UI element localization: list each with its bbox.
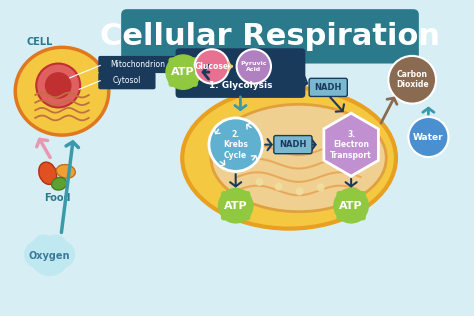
Text: 2.
Krebs
Cycle: 2. Krebs Cycle (223, 130, 248, 160)
Circle shape (36, 64, 80, 107)
Text: NADH: NADH (315, 83, 342, 92)
Text: Carbon
Dioxide: Carbon Dioxide (396, 70, 428, 89)
Ellipse shape (234, 204, 250, 220)
Ellipse shape (211, 104, 386, 212)
Text: Mitochondrion: Mitochondrion (110, 60, 165, 69)
Text: Oxygen: Oxygen (29, 251, 70, 261)
FancyBboxPatch shape (274, 136, 312, 154)
Circle shape (317, 184, 324, 191)
Circle shape (296, 188, 303, 195)
FancyBboxPatch shape (121, 9, 419, 64)
Text: CELL: CELL (27, 37, 53, 47)
Circle shape (45, 72, 72, 99)
Ellipse shape (349, 204, 365, 220)
Ellipse shape (349, 191, 365, 208)
Circle shape (340, 195, 362, 217)
Circle shape (25, 241, 52, 268)
Circle shape (388, 56, 436, 104)
Ellipse shape (169, 70, 185, 86)
Circle shape (409, 117, 448, 157)
Text: ATP: ATP (339, 201, 363, 211)
Ellipse shape (337, 191, 353, 208)
Circle shape (209, 118, 263, 171)
Ellipse shape (39, 162, 57, 185)
Circle shape (237, 49, 271, 83)
Ellipse shape (182, 88, 396, 228)
Ellipse shape (181, 70, 197, 86)
Circle shape (195, 49, 229, 83)
Circle shape (166, 55, 201, 89)
Ellipse shape (221, 204, 237, 220)
Text: Food: Food (44, 193, 71, 203)
Text: Pyruvic
Acid: Pyruvic Acid (240, 61, 267, 72)
Ellipse shape (234, 191, 250, 208)
Polygon shape (324, 113, 378, 176)
FancyBboxPatch shape (309, 78, 347, 96)
Ellipse shape (15, 47, 109, 135)
Ellipse shape (56, 165, 75, 178)
Ellipse shape (52, 178, 67, 190)
FancyBboxPatch shape (98, 72, 155, 89)
Circle shape (225, 195, 247, 217)
Text: ATP: ATP (224, 201, 247, 211)
FancyBboxPatch shape (175, 48, 305, 98)
Ellipse shape (221, 191, 237, 208)
Text: ATP: ATP (172, 67, 195, 77)
Circle shape (275, 183, 282, 190)
Circle shape (256, 179, 263, 185)
Circle shape (334, 189, 368, 223)
Ellipse shape (337, 204, 353, 220)
Circle shape (30, 237, 69, 275)
Ellipse shape (169, 58, 185, 74)
Text: 3.
Electron
Transport: 3. Electron Transport (330, 130, 372, 160)
Circle shape (44, 235, 67, 258)
FancyBboxPatch shape (98, 56, 176, 73)
Circle shape (32, 235, 55, 258)
Circle shape (48, 241, 74, 268)
Circle shape (172, 61, 194, 83)
Text: Water: Water (413, 132, 444, 142)
Text: NADH: NADH (279, 140, 307, 149)
Text: 1. Glycolysis: 1. Glycolysis (209, 81, 272, 90)
Text: Cellular Respiration: Cellular Respiration (100, 22, 440, 51)
Ellipse shape (181, 58, 197, 74)
Text: Glucose: Glucose (195, 62, 229, 71)
Circle shape (219, 189, 253, 223)
Text: Cytosol: Cytosol (113, 76, 141, 85)
